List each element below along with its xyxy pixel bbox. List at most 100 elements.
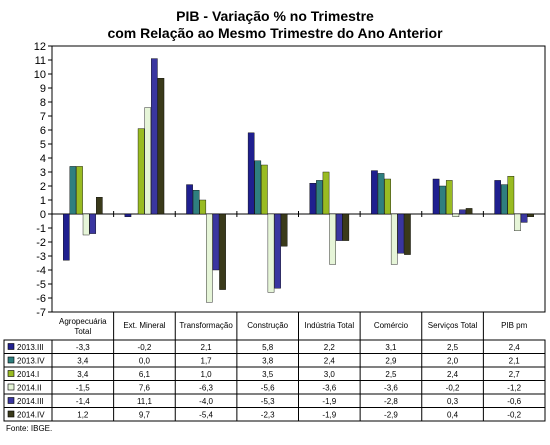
data-cell: -2,3 xyxy=(261,410,275,419)
category-label: Indústria Total xyxy=(304,321,354,330)
bar xyxy=(371,170,378,215)
data-cell: 9,7 xyxy=(139,410,151,419)
data-cell: 3,0 xyxy=(324,370,336,379)
chart-title: PIB - Variação % no Trimestre xyxy=(176,8,374,24)
data-cell: 6,1 xyxy=(139,370,151,379)
bar xyxy=(157,77,165,215)
bar xyxy=(439,185,446,215)
legend-swatch xyxy=(7,397,15,404)
y-tick-label: 10 xyxy=(34,69,46,81)
data-cell: -1,2 xyxy=(507,383,521,392)
bar xyxy=(377,173,385,215)
category-label: PIB pm xyxy=(501,321,528,330)
category-label: Construção xyxy=(247,321,288,330)
data-cell: 2,4 xyxy=(324,356,336,365)
data-cell: 0,0 xyxy=(139,356,151,365)
bar xyxy=(390,213,398,265)
data-cell: 3,4 xyxy=(77,370,89,379)
plot-area: 1211109876543210-1-2-3-4-5-6-7Agropecuár… xyxy=(34,41,546,341)
bar xyxy=(335,213,343,241)
data-cell: -0,6 xyxy=(507,397,521,406)
data-cell: 1,7 xyxy=(201,356,213,365)
legend-label: 2014.I xyxy=(17,370,39,379)
data-cell: 2,0 xyxy=(447,356,459,365)
bar xyxy=(192,189,200,215)
bar xyxy=(212,213,220,271)
category-label: Comércio xyxy=(374,321,409,330)
data-cell: -0,2 xyxy=(507,410,521,419)
y-tick-label: 4 xyxy=(40,153,46,165)
data-cell: -1,9 xyxy=(322,397,336,406)
bar xyxy=(397,213,405,254)
y-tick-label: -7 xyxy=(36,307,46,319)
legend-label: 2013.III xyxy=(17,343,44,352)
data-cell: 2,1 xyxy=(201,343,213,352)
data-cell: -0,2 xyxy=(138,343,152,352)
data-cell: -3,6 xyxy=(384,383,398,392)
data-cell: -3,6 xyxy=(322,383,336,392)
bar xyxy=(274,213,281,289)
data-cell: 7,6 xyxy=(139,383,151,392)
data-cell: 2,5 xyxy=(447,343,459,352)
data-cell: 0,3 xyxy=(447,397,459,406)
data-cell: -2,9 xyxy=(384,410,398,419)
data-cell: 2,1 xyxy=(509,356,521,365)
legend-label: 2014.II xyxy=(17,383,41,392)
bar xyxy=(342,213,350,241)
data-cell: -1,5 xyxy=(76,383,90,392)
bar xyxy=(494,180,501,215)
bar xyxy=(89,213,97,234)
y-tick-label: -4 xyxy=(36,265,46,277)
bar xyxy=(76,166,83,215)
data-cell: 2,4 xyxy=(509,343,521,352)
data-cell: -5,3 xyxy=(261,397,275,406)
bar xyxy=(267,213,275,293)
bar xyxy=(69,166,77,215)
y-tick-label: -5 xyxy=(36,279,46,291)
bar xyxy=(404,213,411,255)
bar xyxy=(82,213,90,236)
bar xyxy=(459,209,466,215)
data-cell: -2,8 xyxy=(384,397,398,406)
chart-subtitle: com Relação ao Mesmo Trimestre do Ano An… xyxy=(107,25,443,41)
category-label: Total xyxy=(74,327,91,336)
bar xyxy=(186,184,193,215)
bar xyxy=(384,178,391,215)
legend-swatch xyxy=(7,343,15,350)
bar xyxy=(432,178,440,215)
y-tick-label: -6 xyxy=(36,293,46,305)
y-tick-label: 5 xyxy=(40,139,46,151)
y-tick-label: 7 xyxy=(40,111,46,123)
y-tick-label: -1 xyxy=(36,223,46,235)
data-cell: 0,4 xyxy=(447,410,459,419)
legend-swatch xyxy=(7,383,15,391)
bar xyxy=(261,164,268,215)
bar xyxy=(309,182,317,215)
bar xyxy=(500,184,508,215)
legend-label: 2014.III xyxy=(17,397,44,406)
category-label: Ext. Mineral xyxy=(123,321,165,330)
bar xyxy=(254,160,262,215)
data-cell: -4,0 xyxy=(199,397,213,406)
data-cell: -0,2 xyxy=(446,383,460,392)
category-label: Transformação xyxy=(179,321,233,330)
data-cell: -5,6 xyxy=(261,383,275,392)
bar xyxy=(329,213,336,265)
data-cell: 2,4 xyxy=(447,370,459,379)
data-cell: 1,2 xyxy=(77,410,89,419)
data-cell: 3,4 xyxy=(77,356,89,365)
bar xyxy=(247,132,255,215)
bar xyxy=(219,213,226,290)
bar xyxy=(507,175,515,215)
source-note: Fonte: IBGE. xyxy=(6,424,52,433)
legend-label: 2013.IV xyxy=(17,356,45,365)
y-tick-label: 12 xyxy=(34,41,46,53)
data-cell: -1,4 xyxy=(76,397,90,406)
y-tick-label: 2 xyxy=(40,181,46,193)
bar xyxy=(520,213,528,223)
data-cell: -3,3 xyxy=(76,343,90,352)
plot-frame xyxy=(51,45,546,313)
bar xyxy=(199,199,207,215)
